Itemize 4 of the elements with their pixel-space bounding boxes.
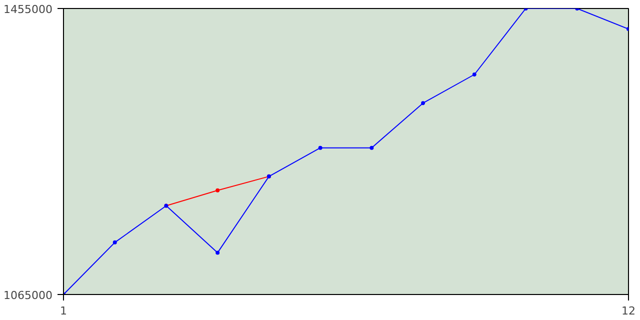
y-tick-label: 1455000 [4,3,53,16]
y-tick-label: 1065000 [4,289,53,302]
x-tick-label: 1 [60,304,67,318]
x-tick-label: 12 [622,304,636,318]
